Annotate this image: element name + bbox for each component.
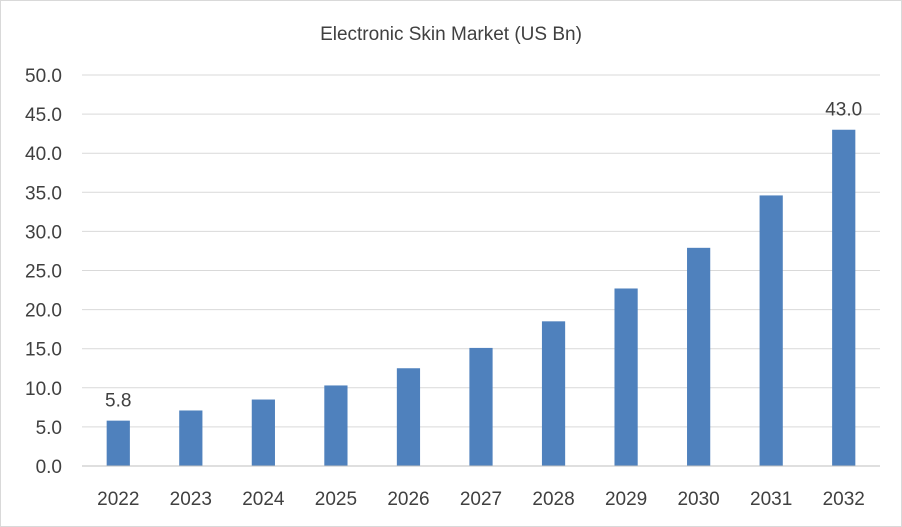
data-labels: 5.8 43.0 bbox=[105, 100, 862, 412]
y-tick-label: 25.0 bbox=[25, 262, 62, 283]
bar-2022 bbox=[106, 420, 130, 466]
x-tick-label: 2028 bbox=[532, 489, 574, 510]
x-axis-ticks: 2022 2023 2024 2025 2026 2027 2028 2029 2030 2031… bbox=[97, 489, 865, 510]
x-tick-label: 2032 bbox=[823, 489, 865, 510]
data-label-2022: 5.8 bbox=[105, 391, 131, 412]
y-tick-label: 45.0 bbox=[25, 105, 62, 126]
y-tick-label: 0.0 bbox=[36, 457, 62, 478]
chart-title: Electronic Skin Market (US Bn) bbox=[320, 24, 582, 45]
x-tick-label: 2026 bbox=[387, 489, 429, 510]
bar-2026 bbox=[396, 368, 421, 466]
bar-2027 bbox=[469, 347, 493, 466]
bar-2029 bbox=[614, 288, 638, 466]
y-tick-label: 50.0 bbox=[25, 66, 62, 87]
x-tick-label: 2031 bbox=[750, 489, 792, 510]
y-tick-label: 20.0 bbox=[25, 301, 62, 322]
x-tick-label: 2024 bbox=[242, 489, 285, 510]
y-tick-label: 10.0 bbox=[25, 379, 62, 400]
x-tick-label: 2030 bbox=[677, 489, 719, 510]
y-tick-label: 5.0 bbox=[36, 418, 62, 439]
y-axis-ticks: 0.0 5.0 10.0 15.0 20.0 25.0 30.0 35.0 40.0 45.0 50… bbox=[25, 66, 62, 478]
y-tick-label: 35.0 bbox=[25, 183, 62, 204]
bar-2030 bbox=[687, 247, 711, 466]
bar-2025 bbox=[324, 385, 348, 466]
y-tick-label: 30.0 bbox=[25, 222, 62, 243]
x-tick-label: 2029 bbox=[605, 489, 647, 510]
data-label-2032: 43.0 bbox=[825, 100, 862, 121]
x-tick-label: 2027 bbox=[460, 489, 502, 510]
x-tick-label: 2023 bbox=[170, 489, 212, 510]
bar-2031 bbox=[759, 195, 783, 467]
y-tick-label: 15.0 bbox=[25, 340, 62, 361]
bar-2028 bbox=[541, 321, 566, 466]
x-tick-label: 2022 bbox=[97, 489, 139, 510]
bar-2023 bbox=[179, 410, 203, 466]
x-tick-label: 2025 bbox=[315, 489, 357, 510]
bar-2032 bbox=[832, 129, 856, 467]
y-tick-label: 40.0 bbox=[25, 144, 62, 165]
bars bbox=[106, 129, 856, 467]
bar-2024 bbox=[251, 399, 275, 466]
gridlines bbox=[82, 74, 880, 428]
